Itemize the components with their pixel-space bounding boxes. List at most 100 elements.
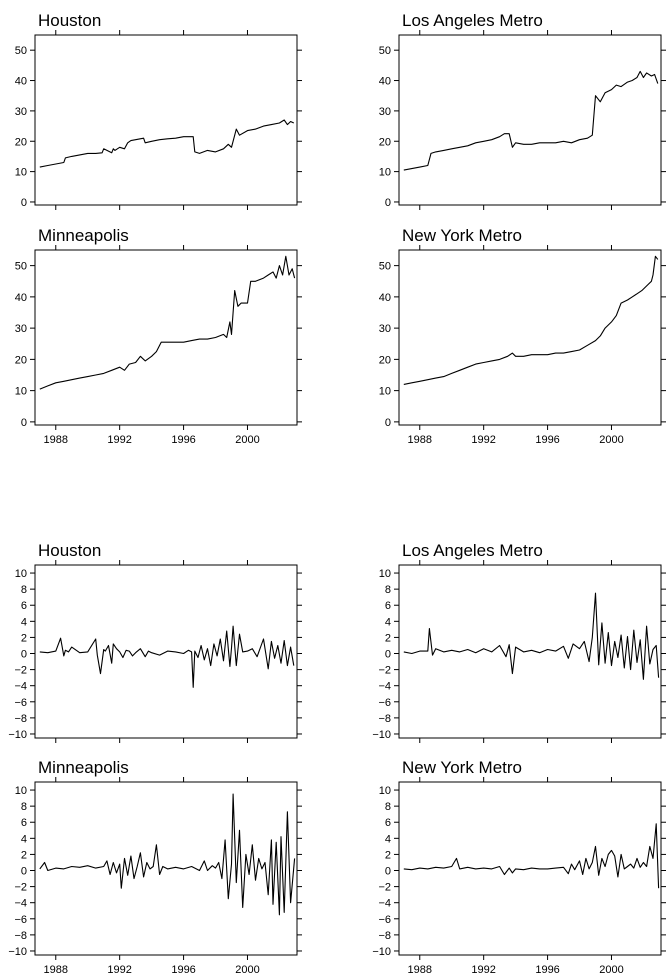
- y-tick-label: −2: [378, 665, 391, 677]
- y-tick-label: 30: [379, 106, 391, 118]
- y-tick-label: 4: [385, 833, 391, 845]
- chart-panel: Houston 10 8 6 4 2 0 −2 −4 −6 −8 −10: [8, 541, 302, 743]
- y-tick-label: −10: [8, 946, 27, 958]
- chart-title: Los Angeles Metro: [402, 541, 543, 560]
- series-line: [403, 70, 659, 171]
- y-tick-label: 30: [15, 323, 27, 335]
- y-tick-label: 30: [15, 106, 27, 118]
- y-tick-label: 0: [21, 197, 27, 209]
- y-tick-label: 2: [385, 849, 391, 861]
- series-line: [403, 592, 660, 680]
- x-tick-label: 1996: [535, 964, 559, 976]
- x-tick-label: 1996: [535, 434, 559, 446]
- y-tick-label: −6: [378, 914, 391, 926]
- x-tick-label: 1988: [408, 434, 432, 446]
- y-tick-label: 0: [21, 417, 27, 429]
- chart-title: Minneapolis: [38, 758, 129, 777]
- chart-panel: New York Metro 0 10 20 30 40 50 1988 1992 1996 200…: [379, 226, 666, 446]
- y-tick-label: 4: [21, 616, 27, 628]
- y-tick-label: 50: [379, 261, 391, 273]
- chart-panel: Minneapolis 0 10 20 30 40 50 1988 1992 1996 2000: [15, 226, 302, 446]
- chart-panel: Los Angeles Metro 0 10 20 30 40 50: [379, 11, 666, 210]
- y-tick-label: 10: [15, 785, 27, 797]
- chart-title: Los Angeles Metro: [402, 11, 543, 30]
- y-tick-label: 10: [15, 167, 27, 179]
- y-tick-label: 10: [379, 167, 391, 179]
- y-tick-label: −10: [372, 946, 391, 958]
- y-tick-label: 2: [21, 632, 27, 644]
- series-line: [39, 793, 296, 916]
- y-tick-label: −6: [378, 697, 391, 709]
- y-tick-label: 8: [385, 584, 391, 596]
- x-tick-label: 1988: [408, 964, 432, 976]
- y-tick-label: 50: [15, 45, 27, 57]
- y-tick-label: 6: [21, 600, 27, 612]
- plot-frame: [34, 249, 298, 426]
- chart-panel: Minneapolis 10 8 6 4 2 0 −2 −4 −6 −8 −10 1988 1992 199…: [8, 758, 302, 976]
- series-line: [403, 823, 660, 889]
- chart-title: Minneapolis: [38, 226, 129, 245]
- y-tick-label: 20: [15, 136, 27, 148]
- chart-title: New York Metro: [402, 226, 522, 245]
- y-tick-label: 40: [15, 292, 27, 304]
- y-tick-label: 6: [21, 817, 27, 829]
- series-line: [403, 255, 659, 385]
- x-tick-label: 1988: [44, 964, 68, 976]
- y-tick-label: 2: [21, 849, 27, 861]
- y-tick-label: −8: [378, 930, 391, 942]
- x-tick-label: 1988: [44, 434, 68, 446]
- plot-frame: [398, 564, 662, 739]
- series-line: [39, 625, 295, 688]
- y-tick-label: 40: [379, 76, 391, 88]
- x-tick-label: 2000: [235, 434, 259, 446]
- chart-title: Houston: [38, 11, 101, 30]
- x-tick-label: 2000: [599, 434, 623, 446]
- y-tick-label: 6: [385, 600, 391, 612]
- y-tick-label: 0: [385, 649, 391, 661]
- chart-title: New York Metro: [402, 758, 522, 777]
- y-tick-label: −4: [378, 898, 391, 910]
- y-tick-label: 0: [21, 649, 27, 661]
- y-tick-label: 50: [379, 45, 391, 57]
- x-tick-label: 2000: [235, 964, 259, 976]
- chart-panel: Houston 0 10 20 30 40 50: [15, 11, 302, 210]
- plot-frame: [34, 781, 298, 956]
- y-tick-label: −4: [14, 898, 27, 910]
- y-tick-label: −2: [14, 665, 27, 677]
- y-tick-label: 20: [379, 354, 391, 366]
- series-line: [39, 119, 295, 168]
- x-tick-label: 1992: [471, 434, 495, 446]
- y-tick-label: 8: [385, 801, 391, 813]
- y-tick-label: 10: [379, 785, 391, 797]
- y-tick-label: −2: [378, 882, 391, 894]
- y-tick-label: 20: [379, 136, 391, 148]
- y-tick-label: −6: [14, 697, 27, 709]
- x-tick-label: 1992: [471, 964, 495, 976]
- x-tick-label: 1996: [171, 434, 195, 446]
- plot-frame: [398, 249, 662, 426]
- chart-panel: New York Metro 10 8 6 4 2 0 −2 −4 −6 −8 −10 1988 1992…: [372, 758, 666, 976]
- y-tick-label: 10: [15, 568, 27, 580]
- y-tick-label: −8: [378, 713, 391, 725]
- y-tick-label: 10: [379, 386, 391, 398]
- y-tick-label: −6: [14, 914, 27, 926]
- y-tick-label: 40: [15, 76, 27, 88]
- y-tick-label: 10: [15, 386, 27, 398]
- y-tick-label: 10: [379, 568, 391, 580]
- plot-frame: [398, 34, 662, 206]
- x-tick-label: 1996: [171, 964, 195, 976]
- y-tick-label: 8: [21, 801, 27, 813]
- y-tick-label: 0: [385, 197, 391, 209]
- plot-frame: [398, 781, 662, 956]
- y-tick-label: −10: [8, 729, 27, 741]
- plot-frame: [34, 564, 298, 739]
- y-tick-label: 0: [385, 866, 391, 878]
- plot-frame: [34, 34, 298, 206]
- y-tick-label: 2: [385, 632, 391, 644]
- y-tick-label: 50: [15, 261, 27, 273]
- series-line: [39, 255, 296, 390]
- y-tick-label: 30: [379, 323, 391, 335]
- y-tick-label: 4: [385, 616, 391, 628]
- y-tick-label: 6: [385, 817, 391, 829]
